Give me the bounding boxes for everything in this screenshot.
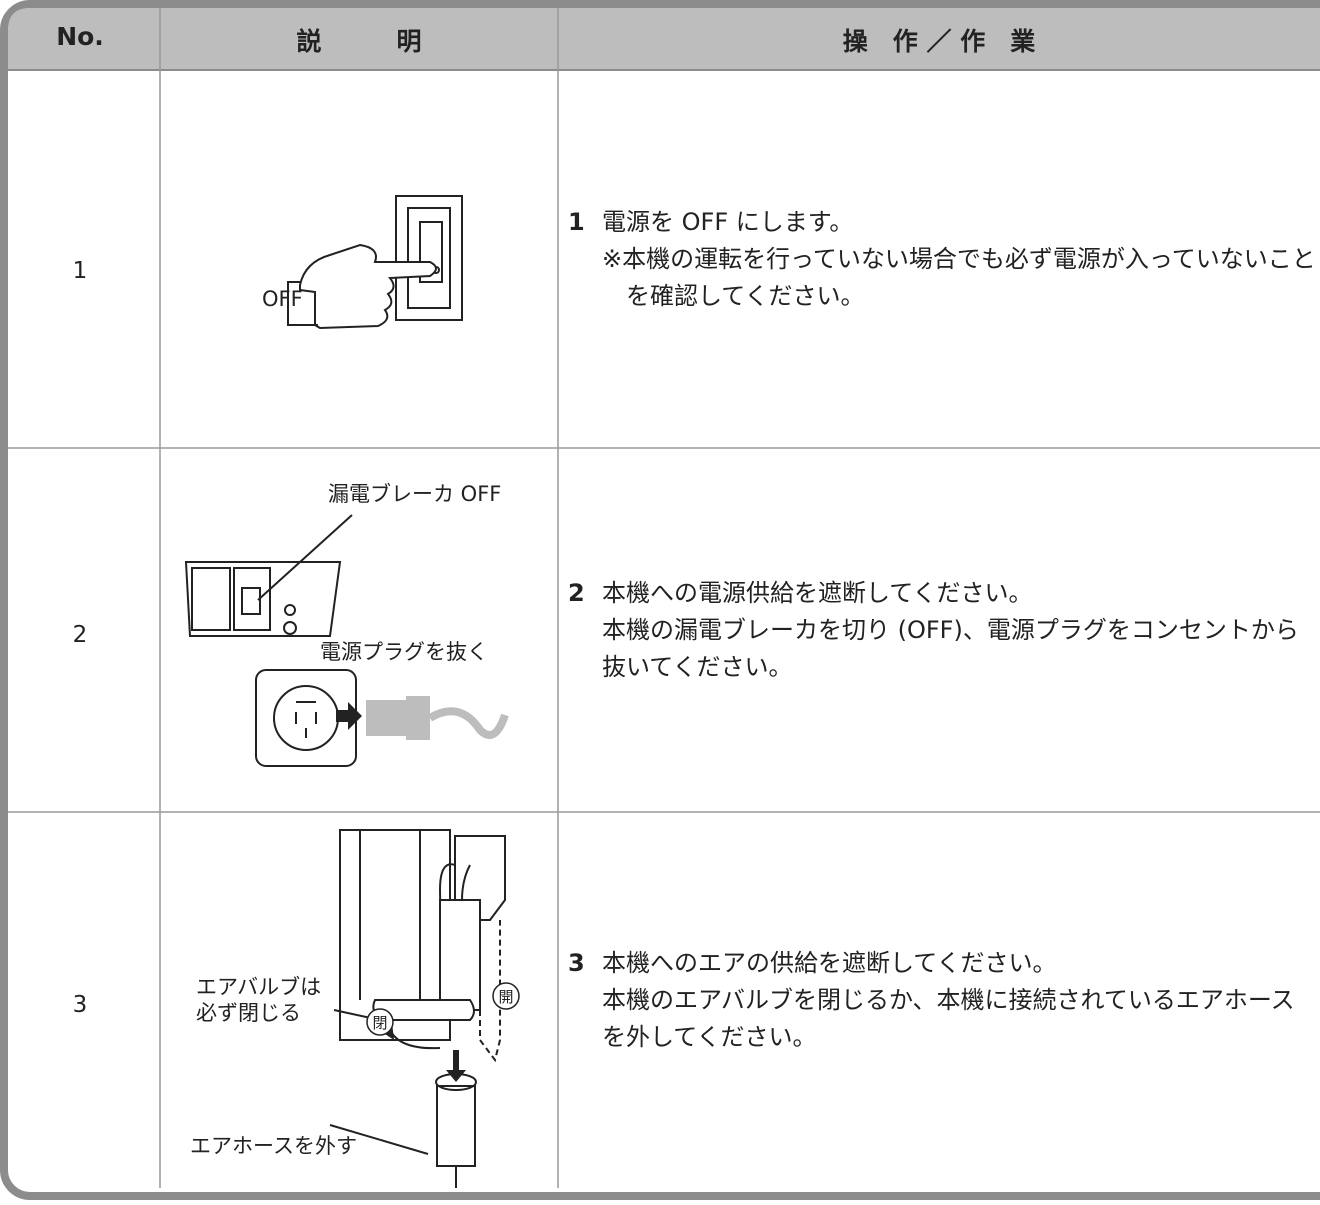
row-no: 2	[72, 622, 88, 648]
illustration-label: エアバルブは	[196, 975, 322, 999]
header-no: No.	[56, 22, 104, 51]
instruction: 本機への電源供給を遮断してください。	[602, 578, 1033, 607]
operation-cell: 2 本機への電源供給を遮断してください。 本機の漏電ブレーカを切り (OFF)、電…	[568, 448, 1316, 812]
step-number: 1	[568, 207, 585, 236]
illustration-label: 電源プラグを抜く	[320, 640, 488, 664]
instruction: 本機の漏電ブレーカを切り (OFF)、電源プラグをコンセントから抜いてください。	[602, 615, 1299, 681]
illustration-label: 開	[498, 988, 514, 1006]
illustration-label: エアホースを外す	[190, 1134, 357, 1158]
instruction: 電源を OFF にします。	[602, 207, 854, 236]
illustration-label: OFF	[262, 287, 303, 311]
instruction: 本機のエアバルブを閉じるか、本機に接続されているエアホースを外してください。	[602, 985, 1295, 1051]
operation-cell: 1 電源を OFF にします。 ※本機の運転を行っていない場合でも必ず電源が入って…	[568, 70, 1316, 448]
row-no: 1	[72, 258, 88, 284]
step-number: 2	[568, 578, 585, 607]
step-number: 3	[568, 948, 585, 977]
header-description: 説 明	[296, 27, 422, 56]
row-no: 3	[72, 992, 88, 1018]
operation-cell: 3 本機へのエアの供給を遮断してください。 本機のエアバルブを閉じるか、本機に接続…	[568, 812, 1316, 1188]
header-operation: 操 作 ／ 作 業	[842, 27, 1036, 56]
illustration-label: 必ず閉じる	[196, 1001, 301, 1025]
instruction-note: ※本機の運転を行っていない場合でも必ず電源が入っていないことを確認してください。	[602, 244, 1316, 310]
instruction: 本機へのエアの供給を遮断してください。	[602, 948, 1057, 977]
illustration-label: 漏電ブレーカ OFF	[328, 482, 502, 506]
illustration-label: 閉	[372, 1014, 388, 1032]
